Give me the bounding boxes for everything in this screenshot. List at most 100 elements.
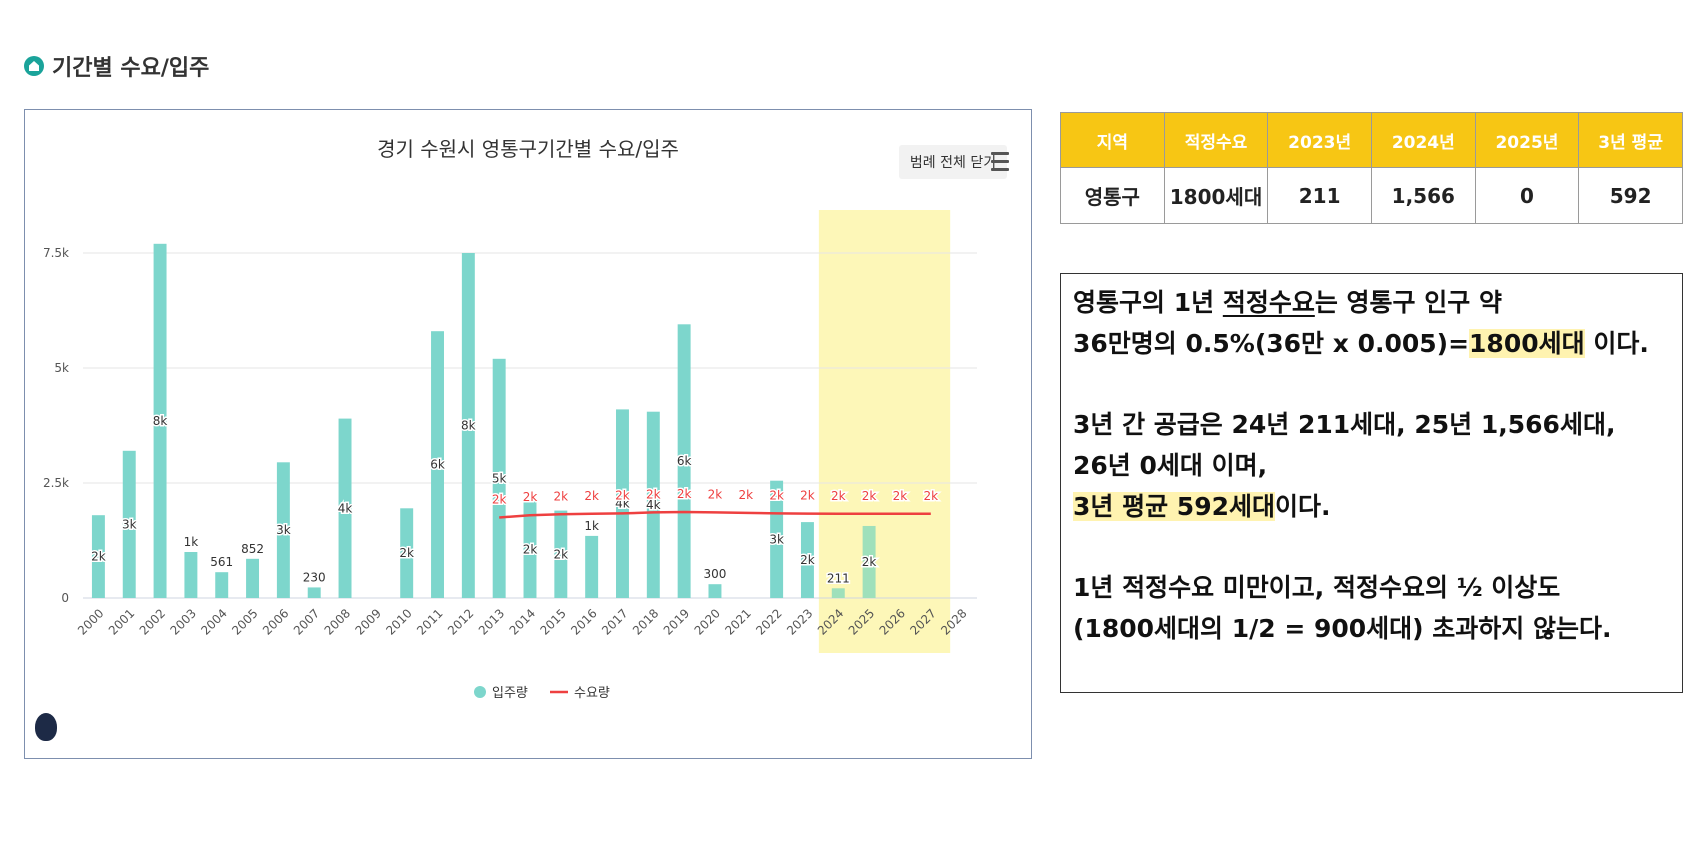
- x-tick-label: 2013: [476, 606, 507, 637]
- x-tick-label: 2021: [722, 606, 753, 637]
- x-tick-label: 2020: [692, 606, 723, 637]
- x-tick-label: 2017: [599, 606, 630, 637]
- analysis-note-box: 영통구의 1년 적정수요는 영통구 인구 약 36만명의 0.5%(36만 x …: [1060, 273, 1683, 693]
- line-data-label: 2k: [862, 489, 877, 503]
- x-tick-label: 2002: [137, 606, 168, 637]
- x-tick-label: 2003: [168, 606, 199, 637]
- y-tick-label: 2.5k: [43, 476, 69, 490]
- bar-입주량: [708, 584, 722, 598]
- bar-입주량: [91, 515, 105, 598]
- summary-cell: 영통구: [1060, 167, 1165, 224]
- bar-입주량: [400, 508, 414, 598]
- bar-입주량: [276, 462, 290, 598]
- line-수요량: [499, 510, 931, 519]
- bar-입주량: [215, 572, 229, 598]
- note-line: (1800세대의 1/2 = 900세대) 초과하지 않는다.: [1073, 614, 1612, 643]
- x-tick-label: 2009: [352, 606, 383, 637]
- note-line: 영통구의 1년 적정수요는 영통구 인구 약: [1073, 288, 1502, 317]
- chart-menu-icon[interactable]: [991, 152, 1009, 172]
- bar-입주량: [646, 411, 660, 598]
- bar-data-label: 6k: [430, 458, 445, 472]
- x-tick-label: 2015: [537, 606, 568, 637]
- bar-data-label: 561: [210, 555, 233, 569]
- bar-data-label: 3k: [769, 532, 784, 546]
- x-tick-label: 2016: [568, 606, 599, 637]
- note-line: 3년 평균 592세대이다.: [1073, 492, 1331, 521]
- line-data-label: 2k: [677, 487, 692, 501]
- summary-header-cell: 2024년: [1370, 112, 1476, 168]
- chart-title: 경기 수원시 영통구기간별 수요/입주: [377, 137, 679, 161]
- bar-data-label: 3k: [122, 517, 137, 531]
- summary-cell: 0: [1474, 167, 1580, 224]
- line-data-label: 2k: [831, 489, 846, 503]
- note-line: 36만명의 0.5%(36만 x 0.005)=1800세대 이다.: [1073, 329, 1649, 358]
- y-tick-label: 7.5k: [43, 246, 69, 260]
- summary-cell: 1800세대: [1163, 167, 1269, 224]
- bar-입주량: [431, 331, 444, 598]
- x-tick-label: 2011: [414, 606, 445, 637]
- x-tick-label: 2004: [198, 606, 229, 637]
- summary-cell: 592: [1578, 167, 1683, 224]
- x-tick-label: 2018: [630, 606, 661, 637]
- bar-data-label: 4k: [338, 501, 353, 515]
- bar-data-label: 2k: [523, 543, 538, 557]
- bar-data-label: 8k: [461, 419, 476, 433]
- bar-입주량: [153, 243, 167, 599]
- summary-header-cell: 3년 평균: [1578, 112, 1683, 168]
- legend-close-all-button[interactable]: 범례 전체 닫기: [899, 145, 1007, 179]
- summary-header-cell: 지역: [1060, 112, 1165, 168]
- bar-입주량: [616, 409, 629, 598]
- line-data-label: 2k: [738, 488, 753, 502]
- bar-data-label: 6k: [677, 454, 692, 468]
- summary-table: 지역 적정수요 2023년 2024년 2025년 3년 평균 영통구 1800…: [1060, 112, 1683, 224]
- x-tick-label: 2023: [784, 606, 815, 637]
- bar-입주량: [770, 480, 784, 598]
- summary-cell: 211: [1267, 167, 1372, 224]
- y-tick-label: 0: [61, 591, 69, 605]
- x-tick-label: 2005: [229, 606, 260, 637]
- bar-data-label: 4k: [646, 498, 661, 512]
- bar-입주량: [523, 501, 537, 598]
- note-line: 1년 적정수요 미만이고, 적정수요의 ½ 이상도: [1073, 573, 1561, 602]
- summary-table-row: 영통구 1800세대 211 1,566 0 592: [1060, 167, 1683, 224]
- x-tick-label: 2012: [445, 606, 476, 637]
- bar-data-label: 1k: [184, 535, 199, 549]
- line-data-label: 2k: [800, 489, 815, 503]
- section-title: 기간별 수요/입주: [24, 50, 209, 82]
- bar-입주량: [862, 525, 876, 598]
- line-data-label: 2k: [523, 490, 538, 504]
- chart-panel: 경기 수원시 영통구기간별 수요/입주 0 2.5k 5k 7.5k 2k 3k 8k 1k 56…: [24, 109, 1032, 759]
- x-tick-label: 2000: [75, 606, 106, 637]
- bar-data-label: 211: [827, 571, 850, 585]
- summary-cell: 1,566: [1370, 167, 1476, 224]
- highlight-region: [818, 210, 951, 653]
- x-tick-label: 2010: [383, 606, 414, 637]
- x-tick-label: 2014: [507, 606, 538, 637]
- summary-header-cell: 2025년: [1474, 112, 1580, 168]
- bar-data-label: 852: [241, 542, 264, 556]
- legend-label-입주량: 입주량: [492, 686, 528, 701]
- line-data-label: 2k: [554, 489, 569, 503]
- bar-data-label: 3k: [276, 523, 291, 537]
- bar-data-label: 2k: [91, 550, 106, 564]
- x-tick-label: 2007: [291, 606, 322, 637]
- bar-data-label: 4k: [615, 497, 630, 511]
- legend-label-수요량: 수요량: [574, 686, 610, 701]
- chart-svg: 경기 수원시 영통구기간별 수요/입주 0 2.5k 5k 7.5k 2k 3k 8k 1k 56…: [43, 137, 977, 701]
- line-data-label: 2k: [646, 487, 661, 501]
- brand-logo-icon: [35, 713, 57, 741]
- line-data-label: 2k: [708, 487, 723, 501]
- bar-입주량: [800, 522, 814, 598]
- bar-입주량: [184, 552, 198, 598]
- bar-입주량: [492, 358, 506, 598]
- bar-입주량: [461, 253, 475, 598]
- bar-data-label: 8k: [153, 414, 168, 428]
- summary-table-header-row: 지역 적정수요 2023년 2024년 2025년 3년 평균: [1060, 112, 1683, 168]
- summary-header-cell: 적정수요: [1163, 112, 1269, 168]
- note-line: 3년 간 공급은 24년 211세대, 25년 1,566세대,: [1073, 410, 1616, 439]
- bar-입주량: [831, 588, 845, 598]
- line-data-label: 2k: [492, 493, 507, 507]
- line-data-label: 2k: [893, 489, 908, 503]
- note-highlight: 3년 평균 592세대: [1073, 492, 1275, 521]
- bar-data-label: 2k: [800, 553, 815, 567]
